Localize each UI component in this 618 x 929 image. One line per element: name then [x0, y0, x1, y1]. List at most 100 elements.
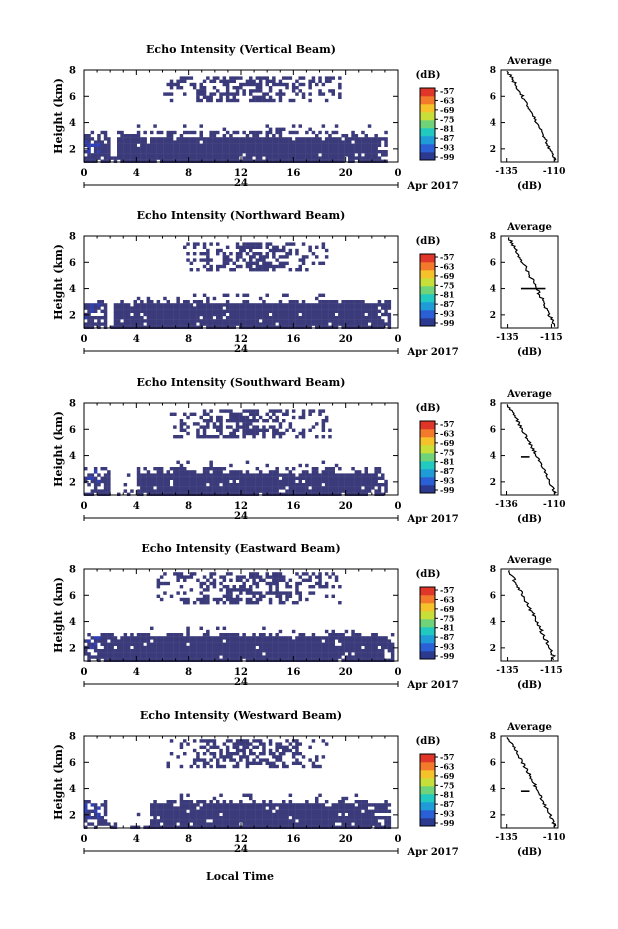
echo-cell: [179, 306, 184, 310]
echo-cell: [235, 159, 240, 163]
echo-cell: [334, 473, 339, 477]
echo-cell: [282, 752, 286, 756]
echo-cell: [282, 82, 286, 87]
echo-cell: [364, 658, 368, 662]
echo-cell: [126, 156, 131, 160]
echo-cell: [199, 322, 203, 326]
echo-cell: [87, 137, 91, 141]
echo-cell: [173, 572, 177, 576]
echo-cell: [84, 467, 88, 471]
echo-cell: [282, 261, 286, 265]
echo-cell: [387, 300, 392, 304]
echo-cell: [282, 642, 286, 646]
echo-cell: [113, 325, 118, 329]
echo-cell: [338, 649, 342, 653]
echo-cell: [232, 585, 236, 589]
echo-cell: [341, 483, 345, 487]
echo-cell: [229, 649, 233, 653]
echo-cell: [298, 306, 302, 310]
echo-cell: [133, 319, 137, 323]
echo-cell: [387, 325, 392, 329]
echo-cell: [239, 758, 243, 762]
echo-cell: [117, 137, 121, 141]
echo-cell: [275, 325, 279, 329]
echo-cell: [202, 764, 207, 769]
echo-cell: [341, 822, 345, 826]
echo-cell: [245, 300, 250, 304]
echo-cell: [275, 258, 279, 262]
echo-cell: [87, 150, 91, 154]
echo-cell: [262, 483, 266, 487]
colorbar-tick-label: -69: [440, 271, 455, 281]
echo-cell: [239, 479, 243, 484]
echo-cell: [169, 492, 174, 496]
echo-cell: [265, 809, 269, 813]
echo-cell: [344, 479, 349, 484]
echo-cell: [351, 489, 355, 493]
echo-cell: [341, 803, 345, 807]
echo-cell: [192, 492, 197, 496]
echo-cell: [381, 803, 385, 807]
avg-y-tick-label: 8: [490, 565, 496, 575]
echo-cell: [120, 312, 124, 317]
echo-cell: [348, 476, 352, 480]
echo-cell: [311, 761, 316, 765]
echo-cell: [216, 486, 220, 490]
echo-cell: [278, 312, 283, 317]
echo-cell: [156, 803, 161, 807]
echo-cell: [216, 322, 220, 326]
echo-cell: [377, 636, 382, 640]
echo-cell: [192, 572, 197, 576]
echo-cell: [186, 130, 190, 135]
echo-cell: [282, 248, 286, 253]
echo-cell: [341, 473, 345, 477]
echo-cell: [301, 649, 306, 653]
echo-cell: [159, 159, 164, 163]
echo-cell: [150, 312, 154, 317]
echo-cell: [328, 79, 332, 83]
echo-cell: [288, 306, 293, 310]
echo-cell: [103, 303, 108, 307]
echo-cell: [348, 819, 352, 823]
echo-cell: [321, 150, 326, 154]
echo-cell: [321, 473, 326, 477]
echo-cell: [295, 816, 299, 820]
echo-cell: [245, 645, 250, 650]
echo-cell: [252, 150, 256, 154]
echo-cell: [341, 806, 345, 810]
echo-cell: [381, 652, 385, 656]
echo-cell: [255, 473, 260, 477]
echo-cell: [245, 812, 250, 817]
echo-cell: [130, 153, 134, 157]
echo-cell: [357, 319, 362, 323]
echo-cell: [186, 793, 190, 797]
echo-cell: [377, 303, 382, 307]
echo-cell: [321, 325, 326, 329]
echo-cell: [245, 146, 250, 151]
echo-cell: [344, 325, 349, 329]
echo-cell: [387, 639, 392, 643]
echo-cell: [324, 306, 329, 310]
echo-cell: [315, 655, 319, 659]
colorbar-tick-label: -69: [440, 604, 455, 614]
echo-cell: [176, 146, 180, 151]
echo-cell: [285, 252, 289, 256]
echo-cell: [298, 812, 302, 817]
echo-cell: [305, 578, 309, 582]
echo-cell: [351, 146, 355, 151]
echo-cell: [268, 264, 273, 269]
echo-cell: [97, 150, 101, 154]
echo-cell: [377, 803, 382, 807]
echo-cell: [196, 422, 200, 426]
echo-cell: [219, 316, 223, 320]
echo-cell: [179, 639, 184, 643]
echo-cell: [156, 306, 161, 310]
echo-cell: [146, 649, 151, 653]
echo-cell: [275, 591, 279, 595]
echo-cell: [305, 822, 309, 826]
echo-cell: [140, 325, 144, 329]
echo-cell: [133, 150, 137, 154]
echo-cell: [216, 819, 220, 823]
echo-cell: [321, 806, 326, 810]
echo-cell: [206, 159, 210, 163]
